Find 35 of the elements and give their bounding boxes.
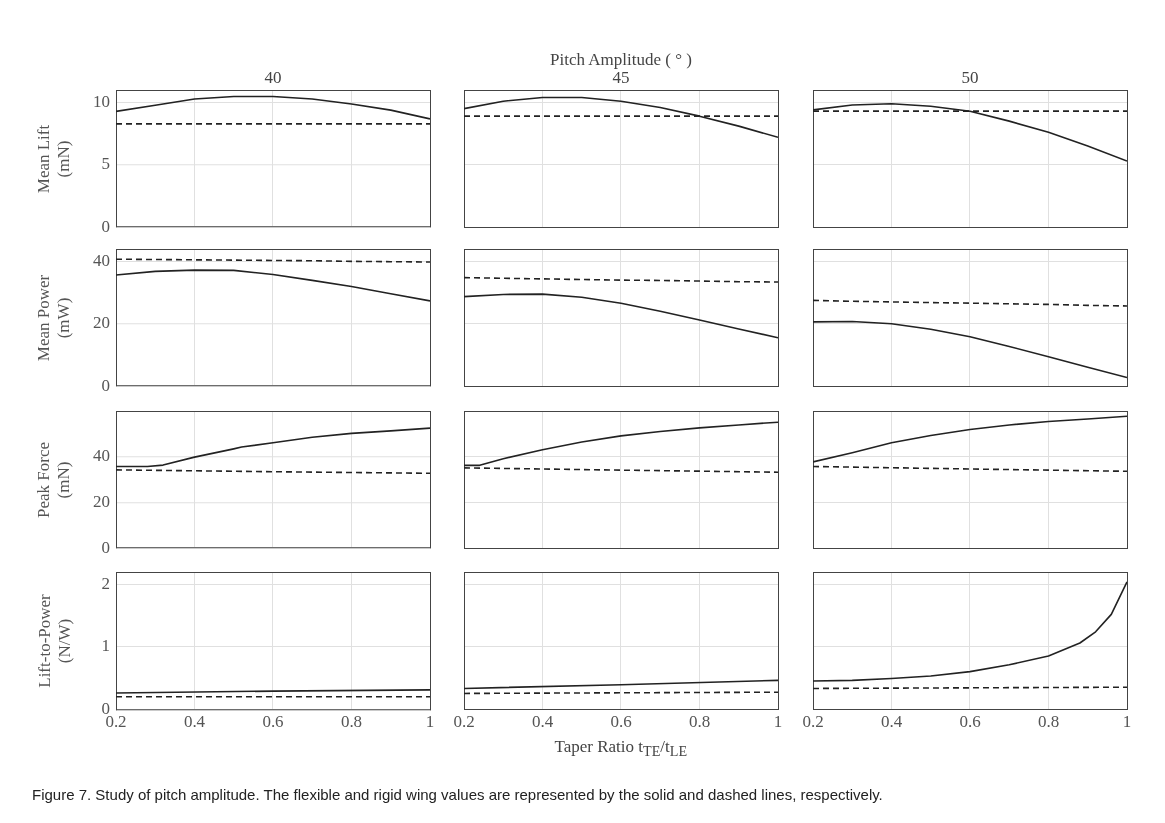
y-tick-label: 0 [101, 375, 110, 395]
y-tick-label: 0 [101, 216, 110, 236]
y-tick-label: 0 [101, 537, 110, 557]
x-tick-label: 1 [773, 711, 783, 731]
chart-subtitle: 50 [961, 68, 979, 88]
x-tick-label: 0.4 [531, 711, 554, 731]
y-axis-title: Peak Force (mN) [34, 441, 74, 518]
chart-subtitle: 40 [264, 68, 282, 88]
chart-title: Pitch Amplitude ( ° ) [550, 50, 692, 70]
x-tick-label: 0.2 [453, 711, 475, 731]
x-tick-label: 1 [425, 711, 435, 731]
y-tick-label: 20 [93, 491, 110, 511]
y-tick-label: 20 [93, 313, 110, 333]
x-tick-label: 0.6 [610, 711, 632, 731]
x-tick-label: 0.8 [340, 711, 363, 731]
y-tick-label: 5 [101, 154, 110, 174]
y-tick-label: 1 [101, 636, 110, 656]
x-tick-label: 0.8 [1037, 711, 1060, 731]
y-tick-label: 2 [101, 573, 110, 593]
y-tick-label: 40 [93, 250, 110, 270]
x-tick-label: 0.6 [262, 711, 284, 731]
x-tick-label: 0.8 [688, 711, 711, 731]
y-axis-title: Mean Lift (mN) [34, 124, 75, 193]
x-tick-label: 0.4 [183, 711, 206, 731]
y-tick-label: 10 [93, 91, 110, 111]
y-axis-title: Lift-to-Power (N/W) [34, 593, 75, 688]
x-tick-label: 1 [1122, 711, 1132, 731]
y-tick-label: 40 [93, 446, 110, 466]
y-axis-title: Mean Power (mW) [34, 274, 75, 361]
x-tick-label: 0.6 [959, 711, 981, 731]
x-tick-label: 0.4 [880, 711, 903, 731]
chart-subtitle: 45 [612, 68, 630, 88]
x-axis-title: Taper Ratio t$_{TE}$/t$_{LE}$ [554, 737, 688, 761]
caption: Figure 7. Study of pitch amplitude. The flexible and rigid wing values are represented by the solid and dashed lines, respectively. [32, 786, 883, 803]
x-tick-label: 0.2 [802, 711, 824, 731]
